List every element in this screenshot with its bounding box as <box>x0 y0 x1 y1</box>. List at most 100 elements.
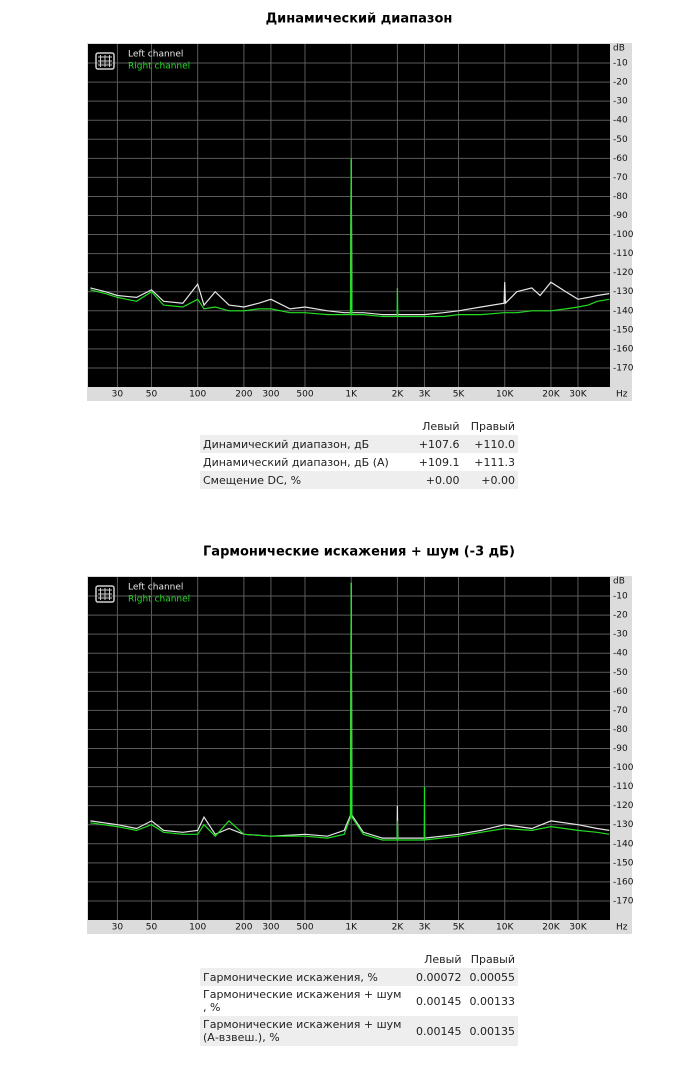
x-tick-label: 300 <box>262 923 279 933</box>
label-cell: Динамический диапазон, дБ (A) <box>203 455 389 469</box>
header-cell <box>200 417 411 435</box>
value-cell: +107.6 <box>411 435 463 453</box>
x-tick-label: 30 <box>112 390 124 400</box>
x-tick-label: 20K <box>542 390 560 400</box>
label-cell: Гармонические искажения + шум (А-взвеш.)… <box>200 1016 411 1046</box>
value-cell: 0.00145 <box>411 1016 465 1046</box>
x-tick-label: 500 <box>296 390 313 400</box>
y-tick-label: -10 <box>613 592 628 602</box>
chart-title: Гармонические искажения + шум (-3 дБ) <box>203 545 515 560</box>
column-header: Правый <box>470 952 515 966</box>
y-tick-label: -50 <box>613 135 628 145</box>
x-tick-label: 300 <box>262 390 279 400</box>
data-table: Левый Правый Динамический диапазон, дБ +107… <box>200 417 518 489</box>
label-cell: Гармонические искажения + шум , % <box>203 988 402 1014</box>
value-cell: 0.00133 <box>469 994 516 1008</box>
table-row: Смещение DC, % +0.00 +0.00 <box>200 471 518 489</box>
x-tick-label: 10K <box>496 390 514 400</box>
y-tick-label: -60 <box>613 687 628 697</box>
y-tick-label: -160 <box>613 877 634 887</box>
y-tick-label: -110 <box>613 782 634 792</box>
legend-label: Right channel <box>128 595 190 605</box>
label-cell: Гармонические искажения, % <box>200 968 411 986</box>
y-unit-label: dB <box>613 44 625 54</box>
y-tick-label: -10 <box>613 59 628 69</box>
table-row: Динамический диапазон, дБ (A) +109.1 +111.… <box>200 453 518 471</box>
series-line <box>90 158 610 318</box>
x-tick-label: 20K <box>542 923 560 933</box>
x-tick-label: 3K <box>419 923 432 933</box>
chart-title: Динамический диапазон <box>266 12 453 27</box>
x-tick-label: 1K <box>345 923 358 933</box>
y-tick-label: -80 <box>613 725 628 735</box>
legend-label: Right channel <box>128 62 190 72</box>
y-tick-label: -90 <box>613 211 628 221</box>
x-tick-label: 200 <box>235 923 252 933</box>
x-tick-label: 500 <box>296 923 313 933</box>
y-tick-label: -140 <box>613 306 634 316</box>
x-tick-label: 30K <box>569 390 587 400</box>
value-cell: 0.00135 <box>464 1016 518 1046</box>
y-unit-label: dB <box>613 577 625 587</box>
y-tick-label: -130 <box>613 287 634 297</box>
column-header: Левый <box>424 952 462 966</box>
value-cell: 0.00072 <box>411 968 465 986</box>
value-cell: +109.1 <box>418 455 460 469</box>
y-tick-label: -170 <box>613 896 634 906</box>
y-tick-label: -30 <box>613 630 628 640</box>
table-row: Динамический диапазон, дБ +107.6 +110.0 <box>200 435 518 453</box>
legend-icon <box>95 585 115 603</box>
value-cell: 0.00145 <box>416 994 462 1008</box>
x-tick-label: 50 <box>146 923 158 933</box>
series-line <box>90 582 610 841</box>
x-tick-label: 200 <box>235 390 252 400</box>
header-cell <box>200 950 411 968</box>
legend-label: Left channel <box>128 583 183 593</box>
y-tick-label: -110 <box>613 249 634 259</box>
column-header: Левый <box>422 419 460 433</box>
y-tick-label: -130 <box>613 820 634 830</box>
label-cell: Смещение DC, % <box>200 471 411 489</box>
legend-icon <box>95 52 115 70</box>
y-tick-label: -120 <box>613 268 634 278</box>
x-tick-label: 30 <box>112 923 124 933</box>
x-tick-label: 2K <box>392 390 405 400</box>
x-unit-label: Hz <box>616 390 628 400</box>
x-unit-label: Hz <box>616 923 628 933</box>
y-tick-label: -70 <box>613 706 628 716</box>
table-row: Гармонические искажения, % 0.00072 0.00055 <box>200 968 518 986</box>
table-row: Гармонические искажения + шум (А-взвеш.)… <box>200 1016 518 1046</box>
y-tick-label: -170 <box>613 363 634 373</box>
header-row: Левый Правый <box>200 417 518 435</box>
x-tick-label: 3K <box>419 390 432 400</box>
y-tick-label: -60 <box>613 154 628 164</box>
y-tick-label: -100 <box>613 763 634 773</box>
y-tick-label: -70 <box>613 173 628 183</box>
x-tick-label: 5K <box>453 390 466 400</box>
header-row: Левый Правый <box>200 950 518 968</box>
table-row: Гармонические искажения + шум , % 0.00145… <box>200 986 518 1016</box>
value-cell: +0.00 <box>462 471 518 489</box>
y-tick-label: -40 <box>613 116 628 126</box>
y-tick-label: -160 <box>613 344 634 354</box>
y-tick-label: -150 <box>613 325 634 335</box>
label-cell: Динамический диапазон, дБ <box>200 435 411 453</box>
value-cell: 0.00055 <box>464 968 518 986</box>
x-tick-label: 100 <box>189 390 206 400</box>
y-tick-label: -50 <box>613 668 628 678</box>
x-tick-label: 50 <box>146 390 158 400</box>
y-tick-label: -80 <box>613 192 628 202</box>
y-tick-label: -40 <box>613 649 628 659</box>
y-tick-label: -90 <box>613 744 628 754</box>
series-line <box>90 160 610 316</box>
y-tick-label: -20 <box>613 78 628 88</box>
y-tick-label: -120 <box>613 801 634 811</box>
x-tick-label: 100 <box>189 923 206 933</box>
x-tick-label: 2K <box>392 923 405 933</box>
x-tick-label: 10K <box>496 923 514 933</box>
x-tick-label: 30K <box>569 923 587 933</box>
value-cell: +0.00 <box>411 471 463 489</box>
y-tick-label: -30 <box>613 97 628 107</box>
